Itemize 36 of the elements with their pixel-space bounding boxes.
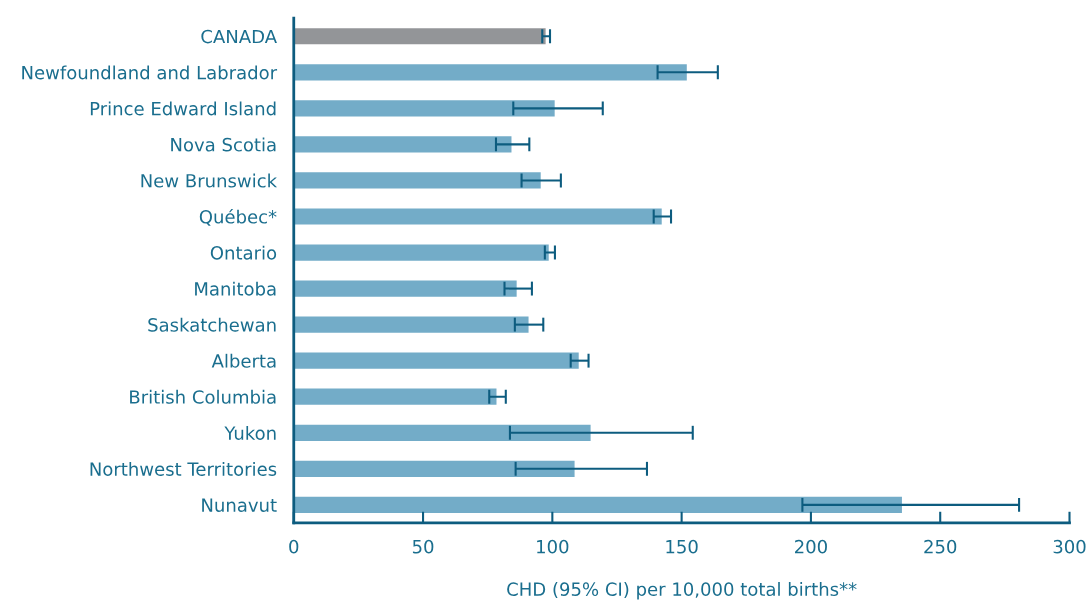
y-tick-label: British Columbia bbox=[130, 389, 276, 404]
y-tick-label: Saskatchewan bbox=[148, 317, 276, 332]
x-tick-label: 150 bbox=[666, 539, 698, 554]
bar bbox=[293, 352, 579, 369]
x-tick-label: 300 bbox=[1053, 539, 1086, 554]
bar bbox=[293, 388, 497, 405]
y-tick-label: Nova Scotia bbox=[171, 137, 276, 152]
bar bbox=[293, 496, 902, 513]
bar bbox=[293, 460, 575, 477]
y-tick-label: Northwest Territories bbox=[90, 461, 277, 476]
y-tick-label: Yukon bbox=[224, 425, 276, 440]
bar bbox=[293, 208, 662, 225]
bar bbox=[293, 424, 591, 441]
y-tick-label: Québec* bbox=[199, 208, 277, 226]
bar bbox=[293, 64, 687, 81]
x-tick-label: 200 bbox=[795, 539, 827, 554]
y-tick-label: New Brunswick bbox=[141, 173, 278, 188]
x-tick-label: 50 bbox=[412, 539, 434, 554]
bar bbox=[293, 280, 517, 297]
bar bbox=[293, 172, 541, 189]
x-tick-label: 0 bbox=[289, 539, 299, 554]
y-tick-label: CANADA bbox=[201, 29, 277, 44]
y-tick-label: Ontario bbox=[210, 245, 277, 260]
x-axis-title: CHD (95% CI) per 10,000 total births** bbox=[507, 582, 857, 600]
x-tick-label: 250 bbox=[924, 539, 957, 554]
bar bbox=[293, 136, 512, 153]
y-tick-label: Newfoundland and Labrador bbox=[22, 65, 278, 80]
y-tick-label: Manitoba bbox=[195, 281, 276, 296]
bar bbox=[293, 100, 555, 117]
bar bbox=[293, 244, 549, 261]
bar bbox=[293, 28, 546, 45]
y-tick-label: Nunavut bbox=[202, 498, 277, 512]
y-tick-label: Prince Edward Island bbox=[90, 101, 276, 116]
bar bbox=[293, 316, 529, 333]
y-tick-label: Alberta bbox=[211, 353, 276, 368]
x-tick-label: 100 bbox=[537, 539, 569, 554]
